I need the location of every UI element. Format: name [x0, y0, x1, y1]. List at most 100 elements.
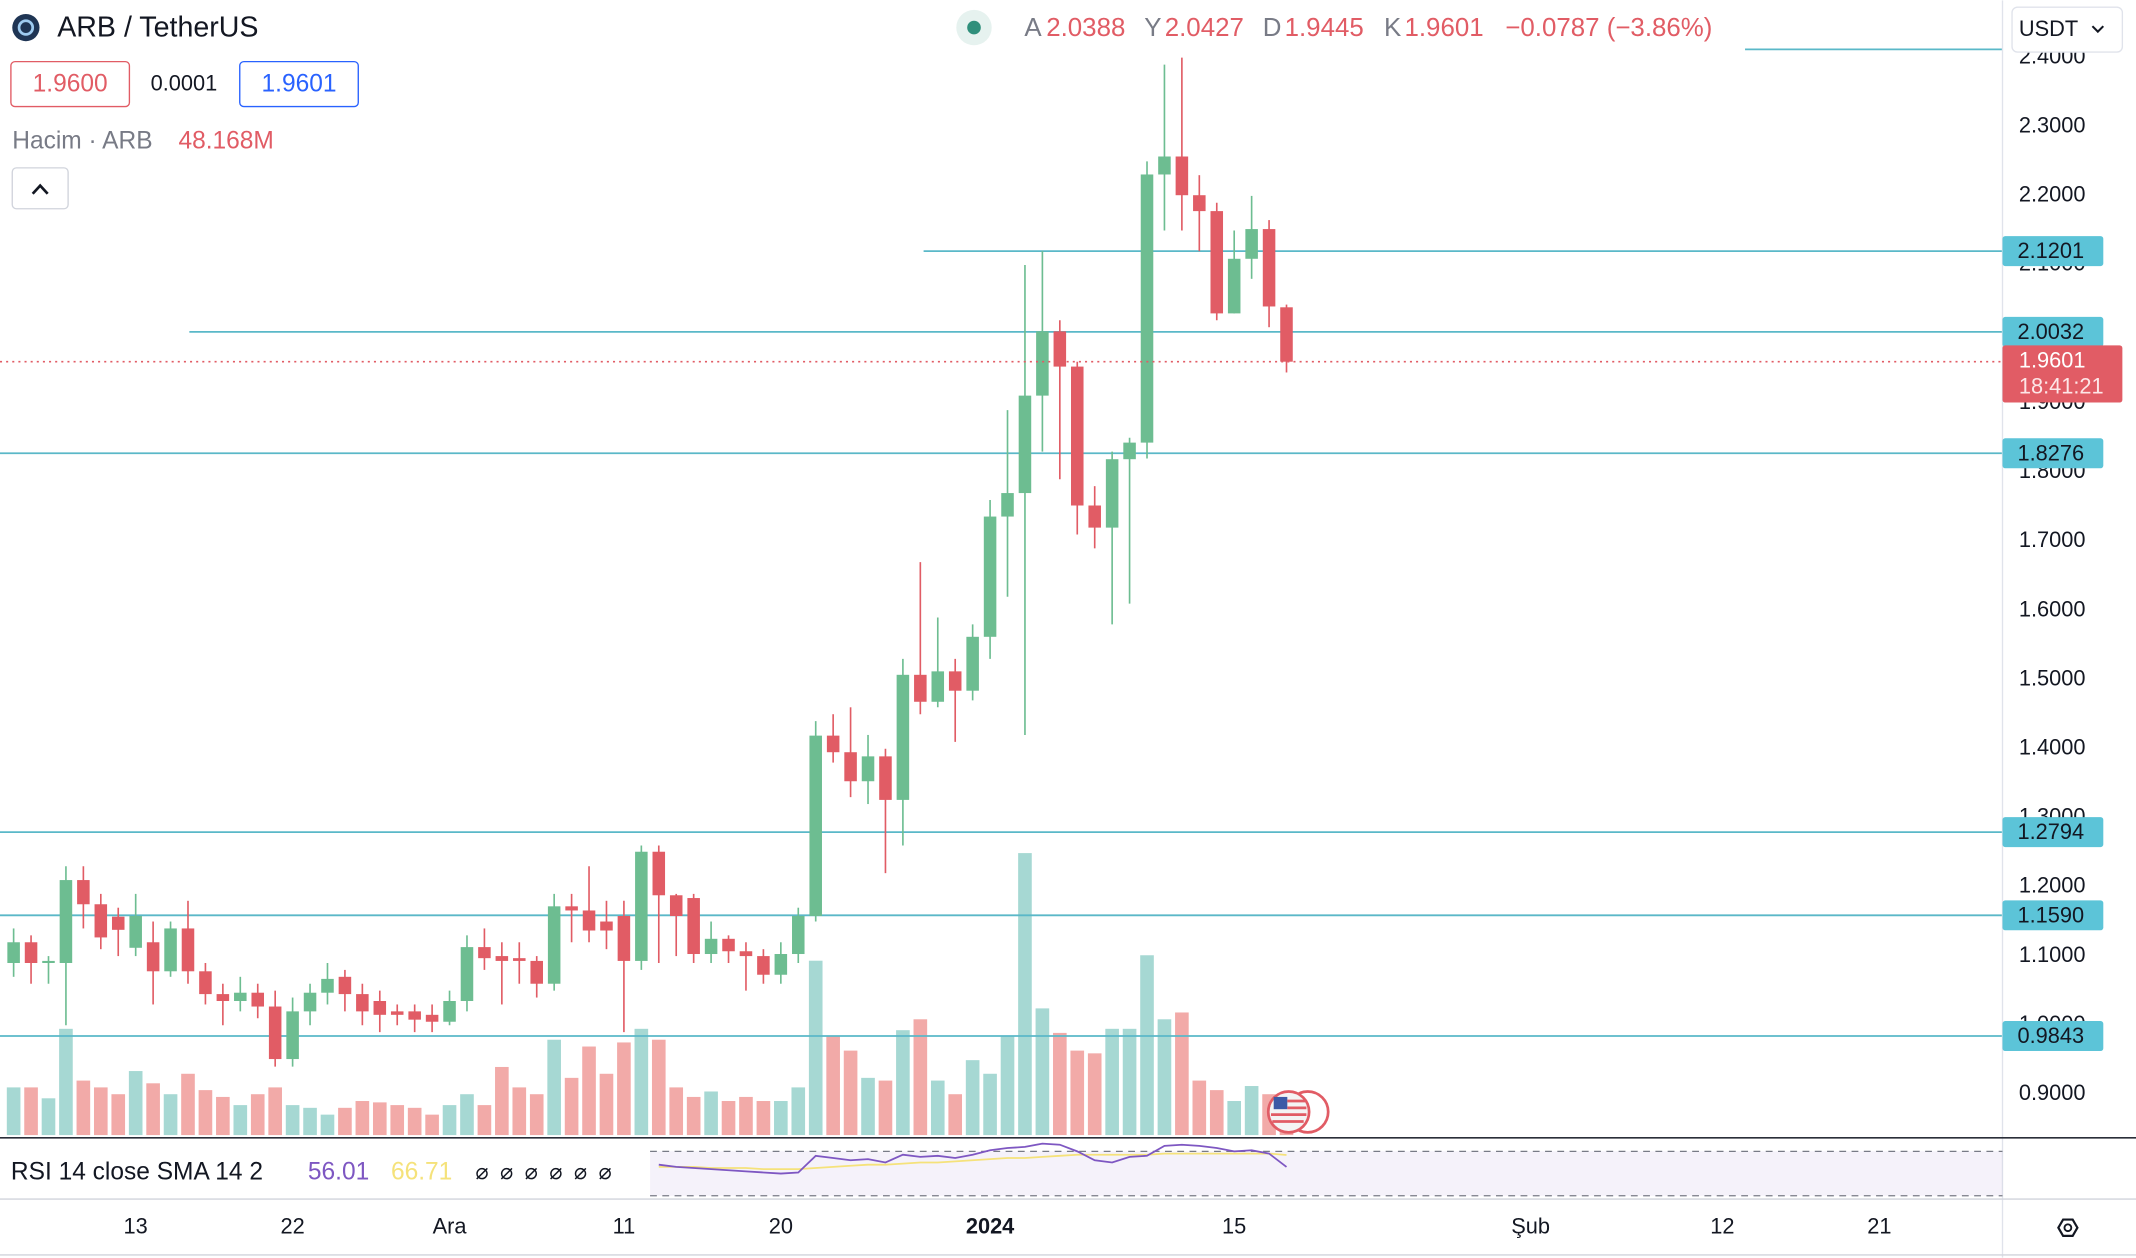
sell-button[interactable] — [10, 60, 131, 108]
y-tick-label: 0.9000 — [2019, 1080, 2086, 1105]
volume-bar — [599, 1073, 614, 1136]
volume-bar — [285, 1105, 300, 1136]
ohlc-label: A — [1024, 14, 1042, 42]
candle-body — [600, 921, 613, 931]
candle-body — [931, 671, 945, 702]
candle-body — [234, 992, 247, 1002]
candle-body — [1210, 211, 1224, 314]
currency-dropdown[interactable] — [2011, 6, 2124, 53]
rsi-line — [658, 1142, 1288, 1175]
candle-body — [861, 756, 875, 782]
currency-label[interactable]: USDT — [2019, 16, 2078, 41]
candle-body — [129, 916, 142, 948]
volume-bar — [1105, 1028, 1119, 1136]
volume-bar — [76, 1080, 91, 1136]
candle-body — [1158, 156, 1171, 175]
candle-body — [635, 851, 648, 961]
price-change: −0.0787 (−3.86%) — [1505, 14, 1712, 42]
volume-bar — [425, 1114, 439, 1136]
volume-bar — [1175, 1012, 1189, 1136]
volume-bar — [407, 1107, 422, 1136]
ohlc-label: K — [1384, 14, 1401, 42]
volume-bar — [529, 1094, 544, 1136]
volume-legend-value: 48.168M — [178, 127, 273, 154]
candle-body — [1227, 258, 1241, 314]
volume-bar — [1209, 1090, 1224, 1136]
x-tick-label: 20 — [769, 1213, 793, 1238]
volume-bar — [1035, 1008, 1050, 1136]
volume-bar — [739, 1096, 753, 1136]
rsi-legend-label: RSI 14 close SMA 14 2 — [11, 1159, 263, 1186]
volume-bar — [808, 960, 823, 1136]
volume-bar — [59, 1028, 73, 1136]
buy-price[interactable]: 1.9601 — [262, 70, 337, 97]
volume-bar — [41, 1098, 56, 1136]
y-tick-label: 1.6000 — [2019, 596, 2086, 621]
volume-legend-label: Hacim · ARB — [12, 127, 152, 154]
candle-body — [59, 880, 73, 963]
flag-stripes — [1270, 1099, 1307, 1123]
x-tick-label: 12 — [1710, 1213, 1734, 1238]
candle-body — [181, 928, 195, 972]
volume-bar — [1157, 1019, 1172, 1136]
candle-body — [617, 916, 631, 961]
dropdown-chevron[interactable] — [2091, 25, 2105, 34]
candle-body — [111, 916, 125, 930]
candle-body — [478, 947, 491, 959]
candle-body — [826, 735, 840, 753]
candle-body — [1088, 505, 1101, 528]
symbol-icon-ring — [17, 19, 35, 36]
volume-bar — [24, 1087, 38, 1136]
volume-bar — [826, 1035, 840, 1136]
y-tick-label: 1.7000 — [2019, 527, 2086, 552]
collapse-button[interactable] — [11, 167, 69, 210]
candle-body — [303, 992, 317, 1012]
candle-body — [792, 916, 805, 955]
level-price-label: 1.8276 — [2017, 440, 2084, 465]
volume-bar — [181, 1073, 195, 1136]
settings-icon[interactable] — [2057, 1218, 2079, 1237]
volume-bar — [686, 1096, 701, 1136]
candle-body — [77, 880, 90, 905]
candle-body — [1036, 331, 1049, 396]
candle-body — [1193, 195, 1206, 212]
candle-body — [1175, 156, 1189, 196]
candle-body — [774, 954, 788, 975]
plot-area — [0, 48, 2003, 1136]
level-price-label-bg — [2002, 438, 2104, 469]
candle-body — [1245, 229, 1258, 259]
sell-price[interactable]: 1.9600 — [33, 70, 108, 97]
status-dot — [967, 20, 981, 35]
buy-button[interactable] — [239, 60, 359, 108]
volume-bar — [651, 1039, 666, 1136]
volume-bar — [1053, 1032, 1067, 1136]
volume-bar — [93, 1087, 108, 1136]
volume-bar — [878, 1080, 893, 1136]
current-price-label-bg — [2002, 345, 2123, 403]
volume-bar — [1227, 1101, 1242, 1136]
x-tick-label: 21 — [1867, 1213, 1891, 1238]
level-price-label-bg — [2002, 236, 2104, 267]
ohlc-label: Y — [1144, 14, 1161, 42]
volume-bar — [1087, 1053, 1102, 1136]
y-tick-label: 1.4000 — [2019, 735, 2086, 760]
x-tick-label: 2024 — [966, 1213, 1014, 1238]
x-tick-label: 22 — [280, 1213, 304, 1238]
volume-bar — [6, 1087, 21, 1136]
level-price-label: 0.9843 — [2017, 1023, 2084, 1048]
volume-bar — [198, 1090, 213, 1136]
settings-button[interactable] — [2057, 1218, 2079, 1237]
settings-icon-center[interactable] — [2063, 1223, 2073, 1233]
volume-bar — [843, 1050, 858, 1136]
volume-bar — [564, 1077, 579, 1136]
candle-body — [1140, 174, 1154, 443]
volume-bar — [111, 1094, 126, 1136]
volume-bar — [617, 1042, 631, 1136]
ohlc-value: 2.0388 — [1046, 14, 1125, 42]
collapse-icon[interactable] — [31, 183, 49, 195]
volume-bar — [582, 1046, 596, 1136]
y-tick-label: 1.5000 — [2019, 665, 2086, 690]
volume-bar — [303, 1107, 317, 1136]
axes: 0.90001.00001.10001.20001.30001.40001.50… — [124, 43, 2123, 1238]
